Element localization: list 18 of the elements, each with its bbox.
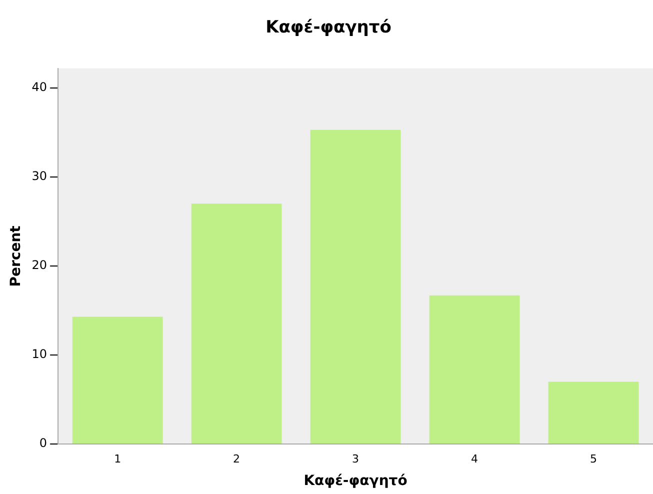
x-tick-label: 4 — [471, 452, 478, 466]
y-tick-label: 40 — [32, 80, 48, 94]
bar — [191, 204, 282, 444]
bar — [429, 295, 520, 444]
bar — [310, 130, 401, 444]
x-tick-label: 1 — [114, 452, 122, 466]
x-tick-label: 2 — [233, 452, 240, 466]
bar — [548, 382, 639, 444]
y-axis-title: Percent — [8, 225, 24, 287]
y-tick-label: 10 — [32, 347, 48, 362]
y-tick-label: 0 — [39, 436, 48, 450]
x-tick-label: 5 — [590, 452, 598, 466]
x-tick-label: 3 — [352, 452, 360, 466]
y-tick-label: 20 — [32, 258, 48, 272]
bar — [72, 316, 163, 444]
chart-title: Καφέ-φαγητό — [266, 18, 392, 38]
y-tick-label: 30 — [32, 169, 48, 184]
x-axis-title: Καφέ-φαγητό — [304, 473, 408, 490]
